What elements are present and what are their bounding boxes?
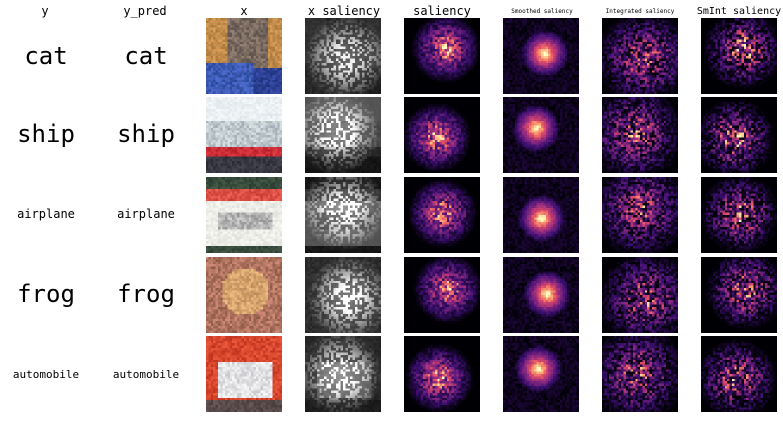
row-4-x-saliency-image <box>305 257 381 333</box>
header-smint-saliency: SmInt saliency <box>696 6 782 17</box>
row-3-saliency-heatmap <box>404 177 480 253</box>
row-2-x-saliency-image <box>305 97 381 173</box>
row-4-saliency-heatmap <box>404 257 480 333</box>
row-2-integrated-saliency-heatmap <box>602 97 678 173</box>
row-3-x-saliency-image <box>305 177 381 253</box>
header-x: x <box>240 4 248 18</box>
row-5-integrated-saliency-heatmap <box>602 336 678 412</box>
row-5-y-pred-label: automobile <box>112 367 180 381</box>
row-2-y-label: ship <box>17 120 75 148</box>
header-y-pred: y_pred <box>123 4 167 18</box>
header-smoothed-saliency: Smoothed saliency <box>511 8 573 15</box>
row-1-x-image <box>206 18 282 94</box>
row-3-smint-saliency-heatmap <box>701 177 777 253</box>
header-integrated-saliency: Integrated saliency <box>605 8 675 15</box>
row-5-smint-saliency-heatmap <box>701 336 777 412</box>
header-saliency: saliency <box>413 4 471 18</box>
row-2-saliency-heatmap <box>404 97 480 173</box>
row-2-y-pred-label: ship <box>117 120 175 148</box>
header-x-saliency: x saliency <box>307 4 381 18</box>
row-3-y-pred-label: airplane <box>117 207 175 221</box>
row-5-smoothed-saliency-heatmap <box>503 336 579 412</box>
row-1-y-label: cat <box>24 42 68 70</box>
row-2-smoothed-saliency-heatmap <box>503 97 579 173</box>
row-2-smint-saliency-heatmap <box>701 97 777 173</box>
row-4-x-image <box>206 257 282 333</box>
row-1-y-pred-label: cat <box>124 42 168 70</box>
row-1-smoothed-saliency-heatmap <box>503 18 579 94</box>
row-4-smint-saliency-heatmap <box>701 257 777 333</box>
header-y: y <box>41 4 49 18</box>
row-4-integrated-saliency-heatmap <box>602 257 678 333</box>
row-3-x-image <box>206 177 282 253</box>
row-5-x-image <box>206 336 282 412</box>
row-5-saliency-heatmap <box>404 336 480 412</box>
row-5-y-label: automobile <box>12 367 80 381</box>
row-3-smoothed-saliency-heatmap <box>503 177 579 253</box>
row-3-integrated-saliency-heatmap <box>602 177 678 253</box>
row-3-y-label: airplane <box>17 207 75 221</box>
row-5-x-saliency-image <box>305 336 381 412</box>
row-1-smint-saliency-heatmap <box>701 18 777 94</box>
row-4-y-label: frog <box>17 280 75 308</box>
row-4-smoothed-saliency-heatmap <box>503 257 579 333</box>
row-1-saliency-heatmap <box>404 18 480 94</box>
row-1-integrated-saliency-heatmap <box>602 18 678 94</box>
row-4-y-pred-label: frog <box>117 280 175 308</box>
row-2-x-image <box>206 97 282 173</box>
row-1-x-saliency-image <box>305 18 381 94</box>
